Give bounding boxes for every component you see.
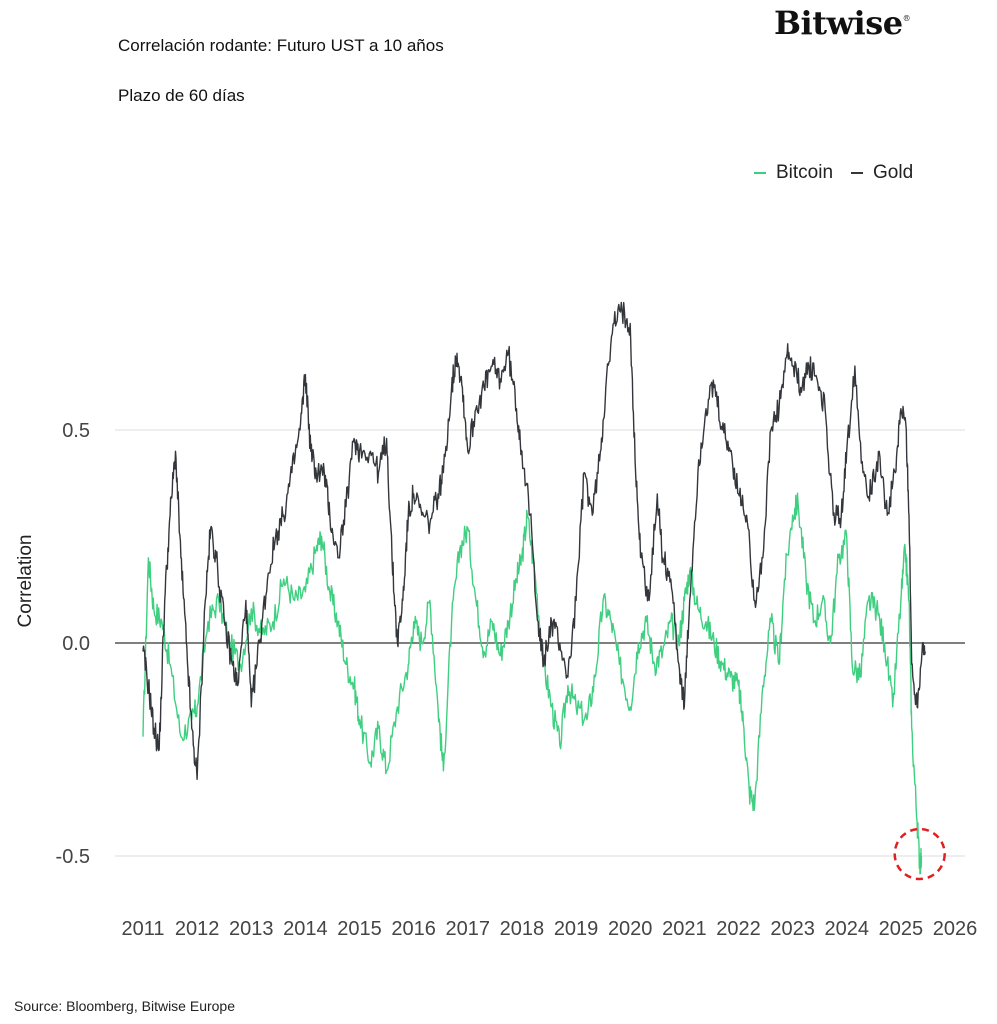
x-tick-label: 2015 [337,918,382,940]
y-tick-label: 0.0 [62,633,90,655]
x-tick-label: 2026 [933,918,978,940]
highlight-circle [893,827,946,881]
source-note: Source: Bloomberg, Bitwise Europe [14,998,235,1014]
x-tick-label: 2023 [770,918,815,940]
legend: Bitcoin Gold [754,162,931,184]
chart-title: Correlación rodante: Futuro UST a 10 año… [118,36,444,55]
registered-mark: ® [902,14,911,23]
legend-swatch-gold [851,172,864,174]
y-tick-label: 0.5 [62,420,90,442]
chart-subtitle: Plazo de 60 días [118,86,245,105]
legend-item-bitcoin: Bitcoin [754,162,833,184]
x-tick-label: 2014 [283,918,328,940]
series-line-gold [142,301,926,780]
x-tick-label: 2024 [824,918,869,940]
y-tick-label: -0.5 [56,846,90,868]
x-tick-label: 2025 [879,918,924,940]
x-tick-label: 2018 [500,918,545,940]
x-tick-label: 2021 [662,918,707,940]
x-tick-label: 2011 [121,918,164,940]
x-tick-label: 2012 [175,918,220,940]
series-line-bitcoin [142,492,923,875]
x-tick-label: 2019 [554,918,599,940]
x-tick-label: 2013 [229,918,274,940]
legend-swatch-bitcoin [754,172,766,174]
legend-label-gold: Gold [873,162,914,183]
legend-item-gold: Gold [851,162,913,184]
x-tick-label: 2022 [716,918,761,940]
x-tick-label: 2016 [391,918,436,940]
x-tick-label: 2020 [608,918,653,940]
logo-text: Bitwise [774,4,903,42]
legend-label-bitcoin: Bitcoin [776,162,834,183]
x-tick-label: 2017 [446,918,491,940]
bitwise-logo: Bitwise® [774,4,911,42]
